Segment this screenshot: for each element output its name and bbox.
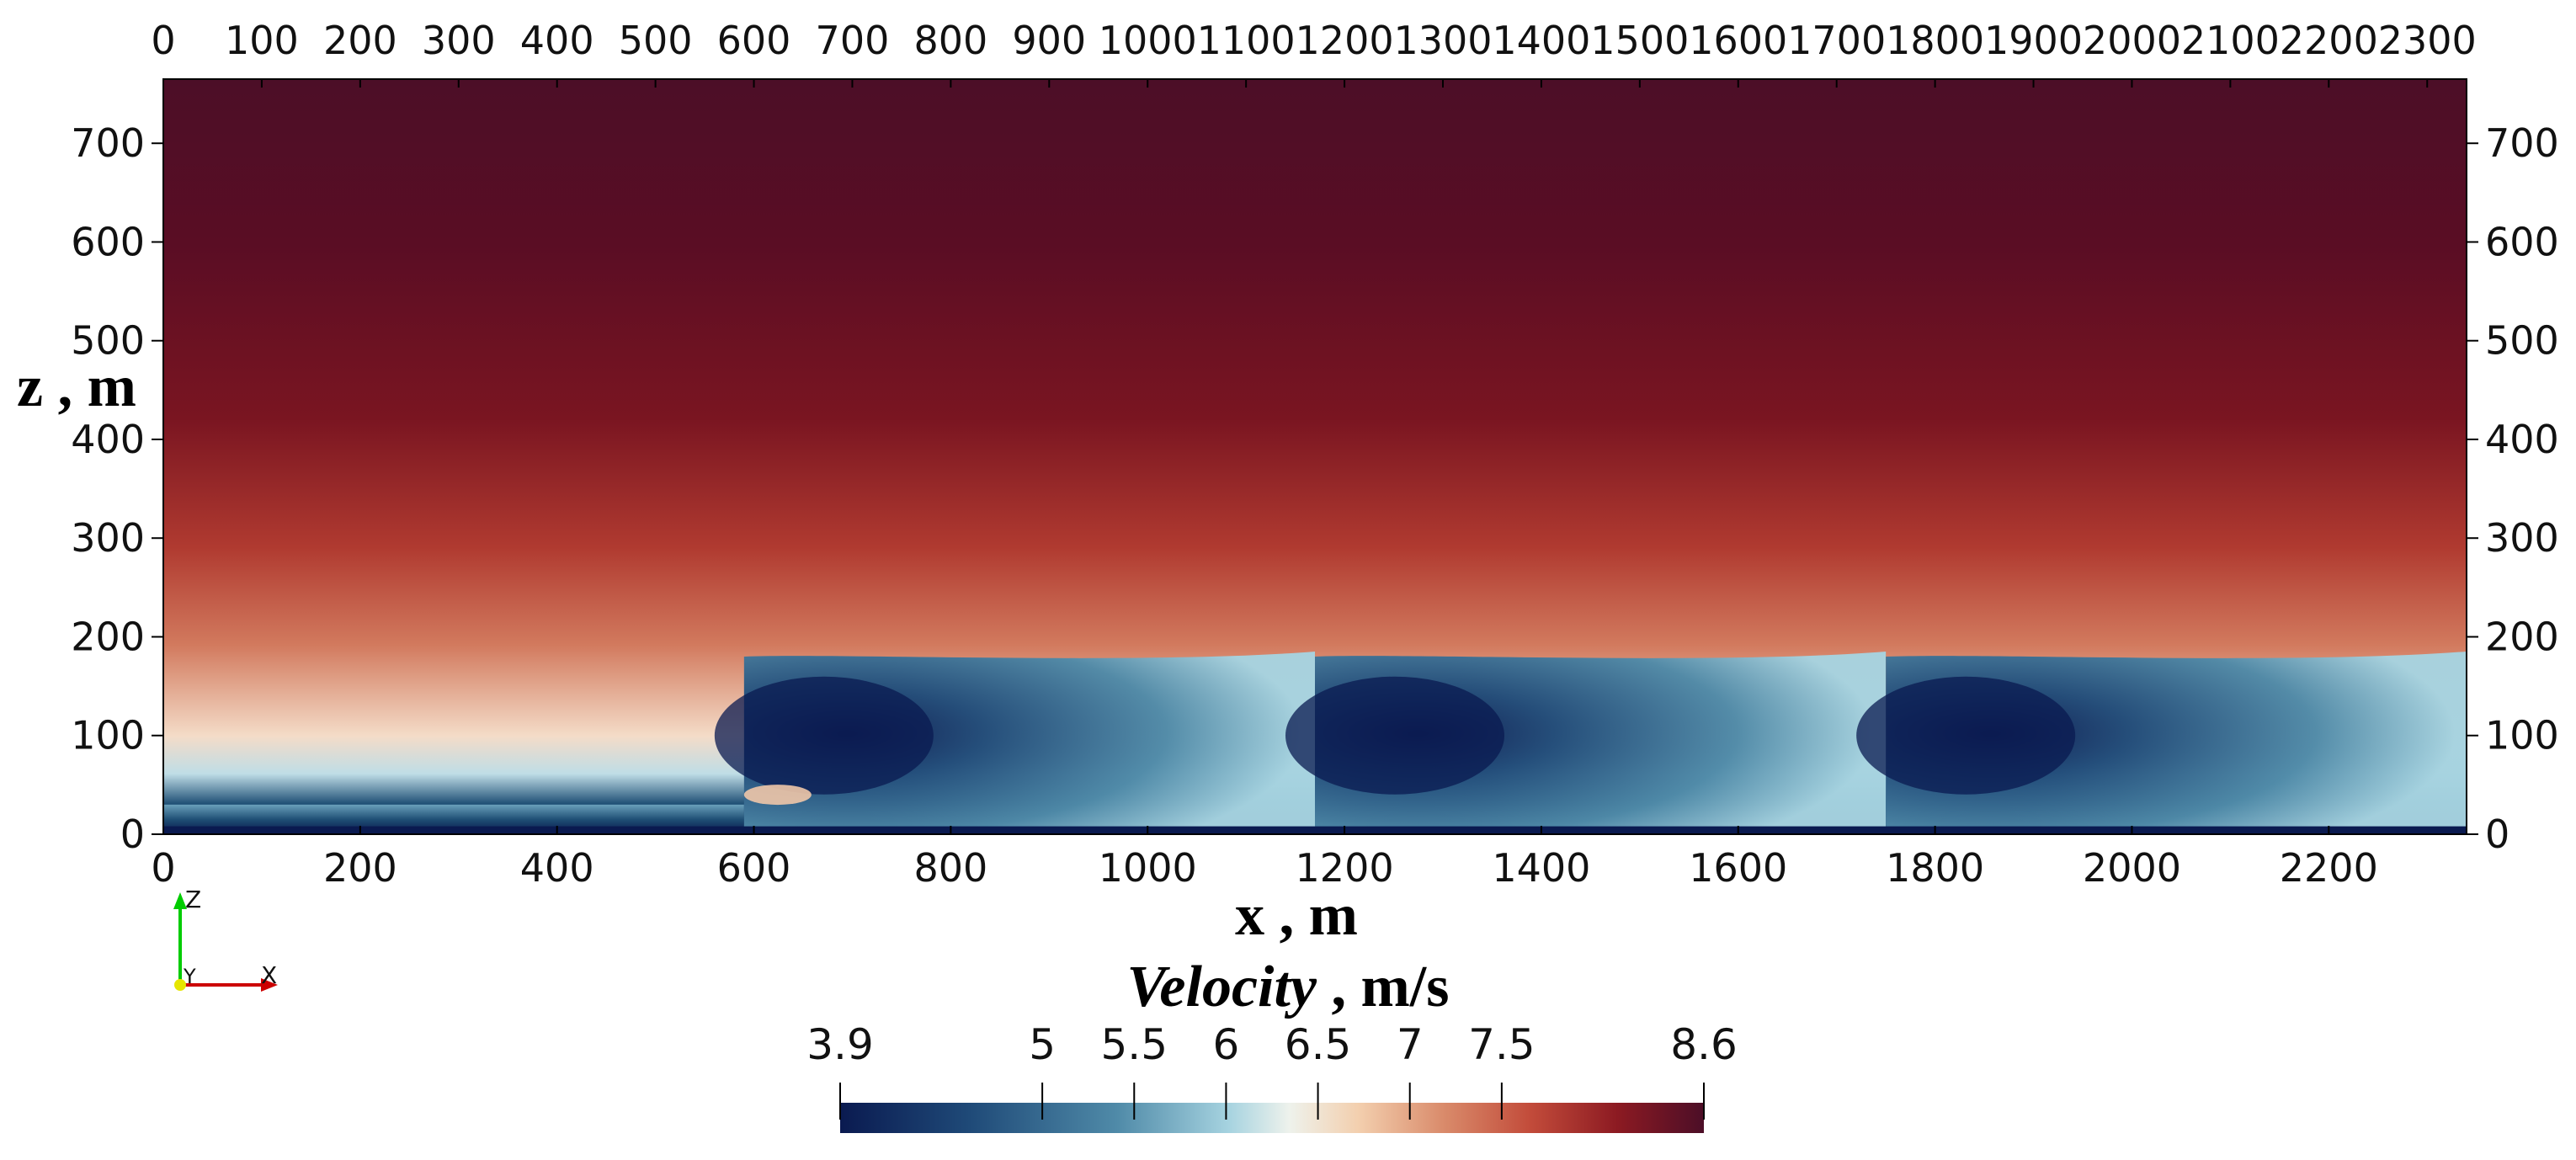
wake-core-2 [1285, 676, 1504, 795]
y-left-tick-label-6: 600 [71, 219, 145, 264]
colorbar-tick-label-5: 7 [1397, 1020, 1424, 1069]
x-top-tick-label-2: 200 [323, 18, 397, 63]
y-left-tick-label-4: 400 [71, 417, 145, 462]
colorbar-tick-label-2: 5.5 [1101, 1020, 1168, 1069]
colorbar-gradient [840, 1103, 1704, 1133]
x-bottom-tick-label-3: 600 [717, 845, 791, 891]
y-right-tick-label-3: 300 [2485, 515, 2559, 561]
x-bottom-tick-label-0: 0 [151, 845, 175, 891]
colorbar-tick-label-7: 8.6 [1670, 1020, 1738, 1069]
y-left-tick-label-0: 0 [120, 811, 145, 857]
x-bottom-tick-label-7: 1400 [1492, 845, 1590, 891]
x-top-tick-label-11: 1100 [1197, 18, 1296, 63]
ground-boundary [163, 826, 2467, 834]
x-bottom-tick-label-6: 1200 [1296, 845, 1394, 891]
y-right-tick-label-2: 200 [2485, 614, 2559, 659]
orientation-axes-widget: Z Y X [173, 886, 278, 992]
triad-label-x: X [261, 961, 277, 989]
colorbar-tick-label-6: 7.5 [1468, 1020, 1535, 1069]
y-right-tick-label-4: 400 [2485, 417, 2559, 462]
rotor-bottom-speedup [743, 785, 812, 806]
x-top-tick-label-17: 1700 [1787, 18, 1886, 63]
x-top-tick-label-5: 500 [619, 18, 693, 63]
x-top-tick-label-19: 1900 [1984, 18, 2083, 63]
wake-core-1 [714, 676, 934, 795]
colorbar-title-units: , m/s [1317, 955, 1450, 1019]
triad-label-z: Z [185, 886, 201, 913]
velocity-field [163, 79, 2467, 834]
x-bottom-tick-label-4: 800 [913, 845, 987, 891]
colorbar-tick-label-0: 3.9 [806, 1020, 874, 1069]
x-bottom-tick-label-5: 1000 [1099, 845, 1197, 891]
y-left-tick-label-1: 100 [71, 713, 145, 758]
y-right-tick-label-6: 600 [2485, 219, 2559, 264]
x-top-tick-label-10: 1000 [1099, 18, 1197, 63]
y-right-tick-label-5: 500 [2485, 318, 2559, 364]
x-top-tick-label-3: 300 [422, 18, 496, 63]
colorbar-title-field: Velocity [1127, 955, 1317, 1019]
wake-core-3 [1856, 676, 2076, 795]
y-right-tick-label-1: 100 [2485, 713, 2559, 758]
x-top-tick-label-20: 2000 [2083, 18, 2181, 63]
x-bottom-tick-label-9: 1800 [1886, 845, 1984, 891]
x-top-tick-label-22: 2200 [2280, 18, 2378, 63]
x-axis-title: x , m [1235, 883, 1358, 948]
colorbar-tick-label-1: 5 [1029, 1020, 1056, 1069]
colorbar: 3.9 5 5.5 6 6.5 7 7.5 8.6 [806, 1020, 1738, 1133]
y-left-ticks: 0 100 200 300 400 500 600 700 [71, 120, 163, 857]
colorbar-tick-label-4: 6.5 [1285, 1020, 1352, 1069]
y-left-tick-label-7: 700 [71, 120, 145, 166]
x-top-tick-label-14: 1400 [1492, 18, 1590, 63]
plot-frame [162, 78, 2467, 835]
x-bottom-tick-label-2: 400 [520, 845, 594, 891]
x-top-tick-label-23: 2300 [2378, 18, 2477, 63]
y-right-tick-label-0: 0 [2485, 811, 2509, 857]
y-left-tick-label-2: 200 [71, 614, 145, 659]
triad-label-y: Y [183, 965, 196, 988]
x-top-tick-label-7: 700 [816, 18, 890, 63]
x-top-tick-label-13: 1300 [1393, 18, 1492, 63]
x-top-tick-label-21: 2100 [2181, 18, 2280, 63]
x-top-tick-label-9: 900 [1012, 18, 1086, 63]
x-top-ticks: 0 100 200 300 400 500 600 700 800 900 1000 1100 1200… [151, 18, 2477, 88]
y-right-tick-label-7: 700 [2485, 120, 2559, 166]
x-top-tick-label-16: 1600 [1689, 18, 1787, 63]
x-top-tick-label-4: 400 [520, 18, 594, 63]
x-top-tick-label-12: 1200 [1296, 18, 1394, 63]
x-top-tick-label-6: 600 [717, 18, 791, 63]
colorbar-tick-label-3: 6 [1213, 1020, 1240, 1069]
triad-y-axis [174, 979, 186, 991]
y-right-ticks: 0 100 200 300 400 500 600 700 [2467, 120, 2559, 857]
x-bottom-tick-label-8: 1600 [1689, 845, 1787, 891]
axes [162, 78, 2467, 835]
x-bottom-tick-label-10: 2000 [2083, 845, 2181, 891]
triad-z-arrowhead [173, 892, 187, 909]
plot-area [163, 79, 2467, 834]
x-top-tick-label-8: 800 [913, 18, 987, 63]
x-bottom-tick-label-1: 200 [323, 845, 397, 891]
y-left-tick-label-3: 300 [71, 515, 145, 561]
x-top-tick-label-0: 0 [151, 18, 175, 63]
y-left-tick-label-5: 500 [71, 318, 145, 364]
x-bottom-tick-label-11: 2200 [2280, 845, 2378, 891]
x-top-tick-label-1: 100 [225, 18, 299, 63]
triad-x-arrowhead [261, 978, 278, 992]
x-top-tick-label-18: 1800 [1886, 18, 1984, 63]
y-axis-title: z , m [17, 354, 136, 419]
x-top-tick-label-15: 1500 [1590, 18, 1689, 63]
x-bottom-ticks: 0 200 400 600 800 1000 1200 1400 1600 1800 2000 220… [151, 826, 2378, 891]
colorbar-title: Velocity , m/s [1127, 955, 1450, 1019]
